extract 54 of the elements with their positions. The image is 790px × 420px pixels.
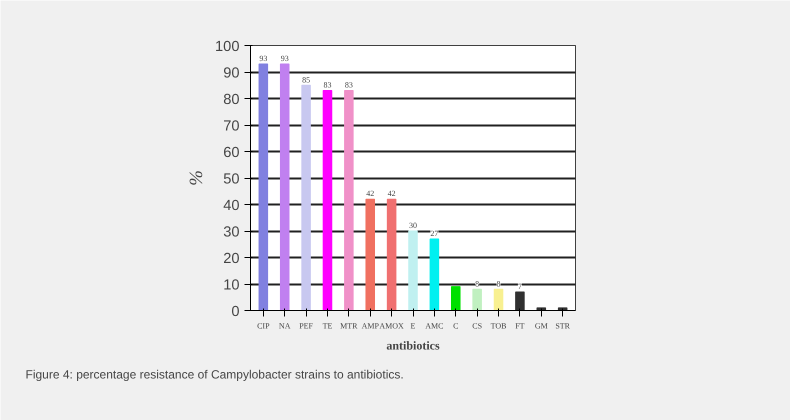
bar: [301, 84, 311, 310]
bar: [258, 64, 268, 310]
x-tick-label: NA: [278, 322, 291, 330]
data-label: 93: [280, 54, 289, 64]
bar: [515, 291, 525, 310]
y-tick-label: 100: [215, 39, 240, 55]
y-axis-title: %: [186, 170, 208, 186]
x-tick-label: AMP: [362, 322, 380, 330]
x-tick-label: E: [410, 322, 416, 330]
x-tick-label: AMOX: [379, 322, 404, 330]
x-tick-label: TE: [322, 322, 332, 330]
x-tick-label: CIP: [257, 322, 270, 330]
x-tick-label: GM: [534, 322, 548, 330]
x-tick-label: TOB: [490, 322, 506, 330]
data-label: 42: [366, 189, 374, 198]
y-tick-label: 30: [223, 224, 240, 240]
bar: [494, 288, 504, 310]
x-axis-title: antibiotics: [386, 338, 440, 352]
y-tick-label: 80: [223, 92, 240, 108]
y-tick-label: 20: [223, 251, 240, 267]
x-tick-label: MTR: [340, 322, 358, 330]
data-label: 8: [475, 279, 480, 288]
caption: Figure 4: percentage resistance of Campylobacter strains to antibiotics.: [26, 368, 404, 382]
data-label: 93: [259, 54, 268, 64]
y-tick-label: 10: [223, 278, 240, 294]
y-tick-label: 0: [231, 304, 240, 320]
bar: [472, 288, 482, 310]
data-label: 8: [496, 279, 501, 288]
x-tick-label: CS: [472, 322, 482, 330]
bar: [430, 238, 440, 310]
y-tick-label: 40: [223, 198, 240, 214]
x-tick-label: STR: [555, 322, 571, 330]
data-label: 30: [409, 221, 417, 230]
data-label: 7: [518, 282, 522, 291]
x-tick-label: AMC: [425, 322, 444, 330]
bar: [408, 230, 418, 310]
bar: [322, 90, 332, 310]
x-tick-label: FT: [515, 322, 525, 330]
data-label: 83: [323, 80, 332, 90]
y-tick-label: 90: [223, 66, 240, 82]
x-tick-label: C: [453, 322, 458, 330]
x-tick-label: PEF: [299, 322, 314, 330]
y-tick-label: 60: [223, 145, 240, 161]
bar: [450, 286, 461, 310]
bar: [280, 64, 290, 310]
y-tick-label: 70: [223, 118, 240, 134]
bar: [344, 90, 354, 310]
bar: [365, 198, 376, 310]
data-label: 42: [388, 189, 396, 198]
data-label: 85: [302, 75, 310, 84]
bar: [386, 198, 396, 310]
y-tick-label: 50: [223, 172, 240, 188]
data-label: 27: [430, 228, 438, 238]
data-label: 83: [344, 80, 353, 90]
